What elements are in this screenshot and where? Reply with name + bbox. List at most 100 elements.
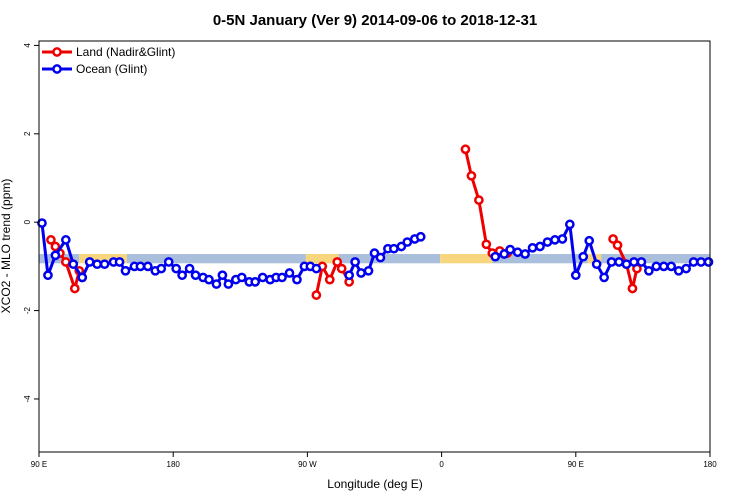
ocean-point	[570, 270, 581, 281]
y-tick-label: -4	[23, 395, 32, 403]
ocean-point	[599, 272, 609, 283]
x-tick-label: 90 E	[31, 460, 47, 469]
band-2	[126, 254, 306, 264]
ocean-point	[535, 241, 545, 252]
ocean-point	[257, 272, 268, 283]
ocean-point	[557, 234, 568, 244]
y-axis: 4 2 0 -2 -4	[23, 43, 39, 403]
ocean-point	[99, 259, 110, 270]
ocean-point	[614, 257, 624, 267]
y-tick-label: -2	[23, 306, 32, 314]
ocean-point	[666, 261, 677, 272]
ocean-point	[217, 270, 228, 281]
land-series-line-2	[463, 148, 508, 255]
ocean-point	[673, 265, 684, 276]
band-1	[79, 254, 127, 264]
ocean-point	[415, 231, 426, 242]
ocean-point	[703, 257, 714, 267]
land-point	[481, 239, 492, 250]
ocean-point	[190, 270, 201, 281]
x-axis-label: Longitude (deg E)	[327, 477, 422, 491]
ocean-point	[236, 272, 247, 283]
ocean-point	[143, 261, 153, 272]
y-tick-label: 4	[23, 43, 32, 48]
ocean-point	[606, 257, 617, 267]
land-point	[612, 240, 623, 251]
ocean-point	[60, 235, 71, 245]
land-point	[466, 170, 477, 181]
ocean-point	[211, 279, 222, 289]
ocean-point	[84, 257, 95, 267]
ocean-point	[402, 237, 413, 247]
ocean-point	[356, 268, 366, 278]
ocean-point	[389, 243, 399, 254]
land-point	[608, 234, 618, 244]
ocean-point	[688, 257, 699, 267]
ocean-point	[163, 257, 174, 267]
land-point	[324, 274, 335, 285]
plot-frame	[38, 40, 711, 453]
land-point	[474, 195, 484, 205]
ocean-point	[68, 259, 79, 270]
ocean-point	[396, 241, 407, 252]
band-6	[492, 254, 588, 264]
land-point	[627, 283, 638, 294]
ocean-point	[50, 250, 61, 261]
ocean-point	[120, 265, 131, 276]
land-point	[332, 257, 343, 267]
land-point	[46, 235, 56, 245]
ocean-point	[644, 265, 654, 276]
band-3	[305, 254, 339, 264]
land-point	[50, 241, 61, 252]
x-axis: 90 E 180 90 W 0 90 E 180	[31, 452, 717, 469]
legend: Land (Nadir&Glint) Ocean (Glint)	[42, 45, 175, 76]
x-tick-label: 90 W	[298, 460, 317, 469]
band-5	[440, 254, 493, 264]
ocean-point	[277, 272, 287, 283]
legend-land-marker	[52, 47, 62, 57]
ocean-point	[284, 268, 295, 278]
x-tick-label: 90 E	[568, 460, 584, 469]
ocean-point	[344, 270, 355, 281]
ocean-point	[250, 277, 261, 287]
ocean-point	[77, 272, 88, 283]
ocean-point	[37, 218, 47, 228]
ocean-point	[542, 237, 553, 247]
ocean-point	[490, 251, 501, 262]
ocean-point	[696, 257, 706, 267]
ocean-point	[350, 257, 360, 267]
y-tick-label: 2	[23, 131, 32, 136]
ocean-point	[114, 257, 125, 267]
ocean-point	[527, 242, 538, 253]
y-tick-label: 0	[23, 219, 32, 224]
ocean-point	[564, 219, 575, 230]
legend-ocean-marker	[52, 64, 62, 74]
ocean-point	[135, 261, 146, 272]
ocean-point	[499, 249, 510, 259]
ocean-point	[171, 263, 182, 274]
ocean-point	[204, 274, 214, 285]
ocean-point	[375, 252, 386, 263]
x-tick-label: 180	[703, 460, 717, 469]
land-point	[336, 263, 347, 274]
ocean-point	[177, 270, 187, 281]
land-point	[460, 144, 471, 155]
ocean-point	[584, 235, 595, 246]
ocean-point	[43, 270, 53, 281]
plot-series	[37, 144, 714, 300]
band-8	[601, 254, 710, 264]
ocean-point	[520, 249, 530, 259]
ocean-point	[292, 274, 302, 285]
band-4	[338, 254, 441, 264]
band-0	[39, 254, 80, 264]
y-axis-label: XCO2 - MLO trend (ppm)	[0, 179, 13, 314]
ocean-point	[578, 251, 589, 262]
ocean-point	[550, 235, 560, 245]
ocean-point	[512, 247, 523, 258]
ocean-point	[92, 259, 103, 270]
x-tick-label: 0	[439, 460, 444, 469]
ocean-point	[591, 259, 602, 270]
ocean-point	[363, 265, 374, 276]
x-tick-label: 180	[167, 460, 181, 469]
